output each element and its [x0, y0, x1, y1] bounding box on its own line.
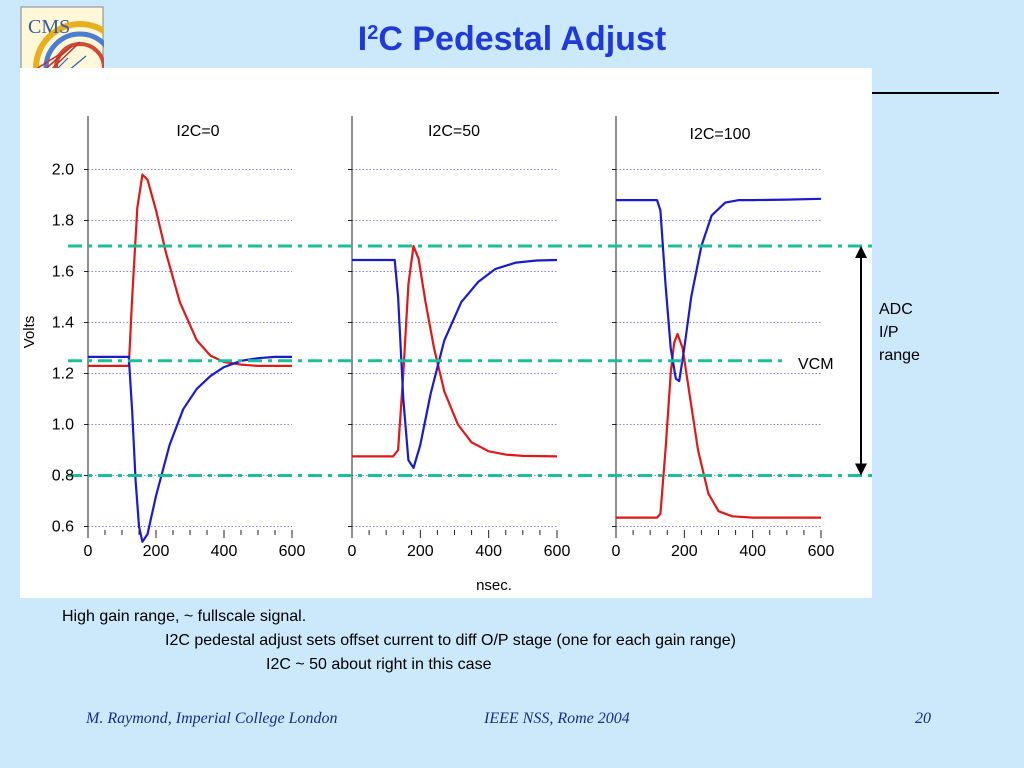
panel-title: I2C=0: [176, 123, 219, 140]
y-tick-label: 0.8: [52, 468, 74, 485]
x-tick-label: 600: [544, 543, 571, 560]
range-label: I/P: [879, 324, 899, 341]
x-tick-label: 200: [671, 543, 698, 560]
panel-title: I2C=50: [428, 123, 480, 140]
x-tick-label: 200: [407, 543, 434, 560]
footer-author: M. Raymond, Imperial College London: [86, 710, 338, 727]
range-arrowhead-top: [855, 246, 867, 258]
title-suffix: C Pedestal Adjust: [378, 20, 667, 58]
note-line-1: High gain range, ~ fullscale signal.: [62, 608, 307, 625]
chart-text: 0 200 400 600 I2C=0 0 200 400 600 I2C=50 0 200 400 60…: [52, 123, 920, 560]
y-tick-label: 1.2: [52, 366, 74, 383]
y-tick-label: 1.4: [52, 315, 74, 332]
note-line-2: I2C pedestal adjust sets offset current …: [165, 632, 737, 649]
x-tick-label: 600: [808, 543, 835, 560]
series-line: [352, 244, 558, 458]
x-tick-label: 0: [612, 543, 621, 560]
x-tick-label: 400: [475, 543, 502, 560]
title-superscript: 2: [367, 22, 379, 44]
y-axis-label: Volts: [21, 316, 38, 349]
logo-text: CMS: [28, 16, 70, 38]
x-tick-label: 0: [84, 543, 93, 560]
series-line: [352, 258, 558, 469]
footer-page-number: 20: [915, 710, 931, 727]
page-title: I2C Pedestal Adjust: [0, 20, 1024, 59]
panel-title: I2C=100: [690, 126, 751, 143]
series-line: [88, 355, 292, 543]
range-arrowhead-bottom: [855, 463, 867, 476]
reference-label: VCM: [798, 356, 834, 373]
y-tick-label: 1.6: [52, 264, 74, 281]
range-label: ADC: [879, 301, 913, 318]
y-tick-label: 1.8: [52, 213, 74, 230]
series-lines: [88, 173, 822, 543]
x-tick-label: 600: [279, 543, 306, 560]
reference-lines: [68, 244, 878, 477]
series-line: [88, 173, 292, 367]
x-tick-label: 400: [211, 543, 238, 560]
pedestal-chart: 0 200 400 600 I2C=0 0 200 400 600 I2C=50 0 200 400 60…: [20, 68, 920, 598]
footer-conference: IEEE NSS, Rome 2004: [484, 710, 630, 727]
x-axis-label: nsec.: [476, 577, 512, 594]
x-tick-label: 0: [348, 543, 357, 560]
series-line: [616, 332, 821, 519]
x-tick-label: 200: [143, 543, 170, 560]
series-line: [616, 197, 822, 383]
range-label: range: [879, 347, 920, 364]
title-prefix: I: [357, 20, 368, 58]
x-tick-label: 400: [739, 543, 766, 560]
y-tick-label: 2.0: [52, 162, 74, 179]
plot-background: [20, 68, 872, 598]
note-line-3: I2C ~ 50 about right in this case: [266, 656, 492, 673]
y-tick-label: 0.6: [52, 519, 74, 536]
axes: [84, 116, 822, 538]
y-tick-label: 1.0: [52, 417, 74, 434]
